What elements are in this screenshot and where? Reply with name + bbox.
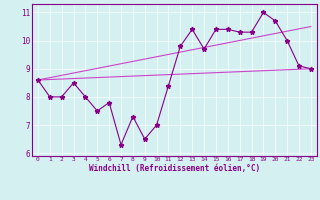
X-axis label: Windchill (Refroidissement éolien,°C): Windchill (Refroidissement éolien,°C) [89,164,260,173]
